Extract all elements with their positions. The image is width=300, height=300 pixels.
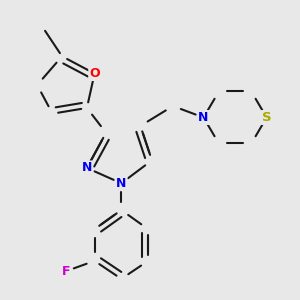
Text: O: O — [89, 67, 100, 80]
Text: N: N — [116, 177, 127, 190]
Text: N: N — [82, 161, 92, 175]
Text: S: S — [262, 111, 272, 124]
Text: N: N — [198, 111, 209, 124]
Text: F: F — [61, 265, 70, 278]
